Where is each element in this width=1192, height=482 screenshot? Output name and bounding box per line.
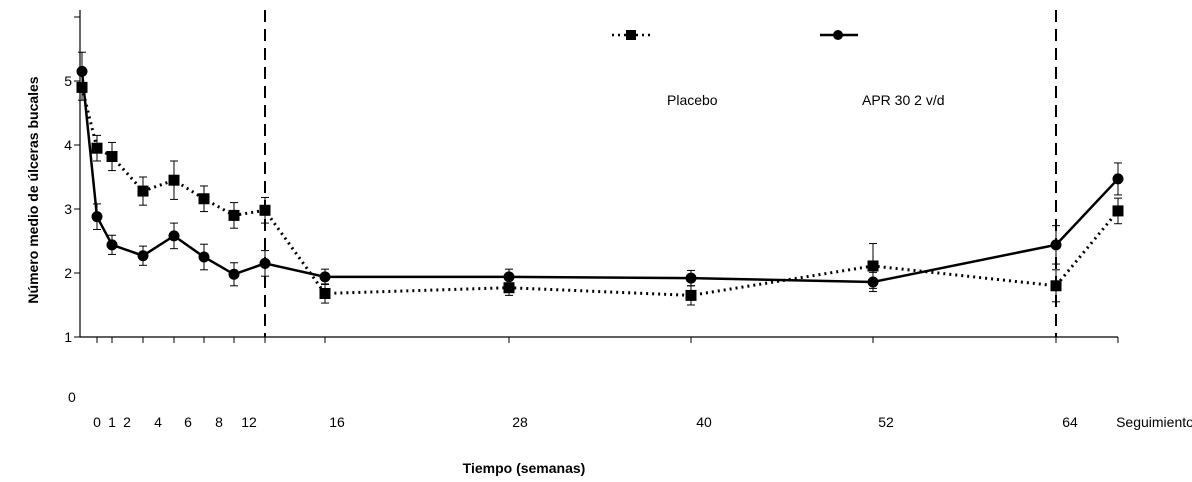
- data-point: [503, 271, 515, 283]
- data-point: [91, 211, 103, 223]
- data-point: [106, 239, 118, 251]
- legend-apr-marker: [833, 30, 843, 40]
- data-point: [319, 271, 331, 283]
- series-apr: [76, 51, 1124, 293]
- data-point: [76, 65, 88, 77]
- data-point: [137, 185, 149, 197]
- series-line: [80, 71, 1119, 284]
- data-point: [259, 257, 271, 269]
- y-tick-label: 1: [64, 329, 72, 345]
- data-point: [228, 209, 240, 221]
- axes: [79, 10, 1118, 338]
- legend-apr-label: APR 30 2 v/d: [862, 92, 945, 108]
- x-tick-label: 8: [215, 414, 223, 430]
- data-point: [198, 251, 210, 263]
- data-point: [228, 268, 240, 280]
- reference-lines: [264, 10, 1057, 337]
- x-tick-label: 40: [696, 414, 712, 430]
- data-point: [91, 142, 103, 154]
- data-point: [867, 260, 879, 272]
- x-tick-label: 1: [108, 414, 116, 430]
- x-tick-label: 0: [93, 414, 101, 430]
- y-tick-label: 3: [64, 201, 72, 217]
- x-tick-label: 64: [1062, 414, 1078, 430]
- data-point: [319, 287, 331, 299]
- x-tick-label: Seguimiento: [1116, 414, 1192, 430]
- x-axis-title: Tiempo (semanas): [463, 460, 586, 476]
- data-point: [106, 151, 118, 163]
- y-axis-zero-label: 0: [68, 389, 76, 405]
- legend: Placebo APR 30 2 v/d: [612, 30, 1055, 110]
- series-line: [80, 87, 1120, 297]
- data-point: [1112, 205, 1124, 217]
- data-point: [867, 276, 879, 288]
- data-point: [503, 282, 515, 294]
- legend-clip-mask: [1005, 88, 1055, 110]
- data-point: [685, 272, 697, 284]
- y-axis-ticks: 1 2 3 4 5: [64, 16, 80, 345]
- y-axis-title: Número medio de úlceras bucales: [25, 76, 41, 303]
- y-tick-label: 4: [64, 137, 72, 153]
- x-axis-ticks: 0 1 2 4 6 8 12 16 28 40 52 64 Seguimiento: [93, 337, 1192, 430]
- y-tick-label: 2: [64, 265, 72, 281]
- data-point: [168, 174, 180, 186]
- x-tick-label: 12: [241, 414, 257, 430]
- y-tick-label: 5: [64, 73, 72, 89]
- data-point: [1050, 280, 1062, 292]
- series-layer: [76, 51, 1124, 306]
- data-point: [685, 289, 697, 301]
- x-tick-label: 2: [123, 414, 131, 430]
- data-point: [198, 193, 210, 205]
- legend-placebo-marker: [626, 30, 636, 40]
- x-tick-label: 6: [184, 414, 192, 430]
- x-tick-label: 52: [878, 414, 894, 430]
- data-point: [137, 250, 149, 262]
- x-tick-label: 4: [154, 414, 162, 430]
- data-point: [259, 204, 271, 216]
- x-tick-label: 16: [329, 414, 345, 430]
- data-point: [168, 230, 180, 242]
- data-point: [1050, 239, 1062, 251]
- data-point: [1112, 173, 1124, 185]
- x-tick-label: 28: [512, 414, 528, 430]
- legend-placebo-label: Placebo: [667, 92, 718, 108]
